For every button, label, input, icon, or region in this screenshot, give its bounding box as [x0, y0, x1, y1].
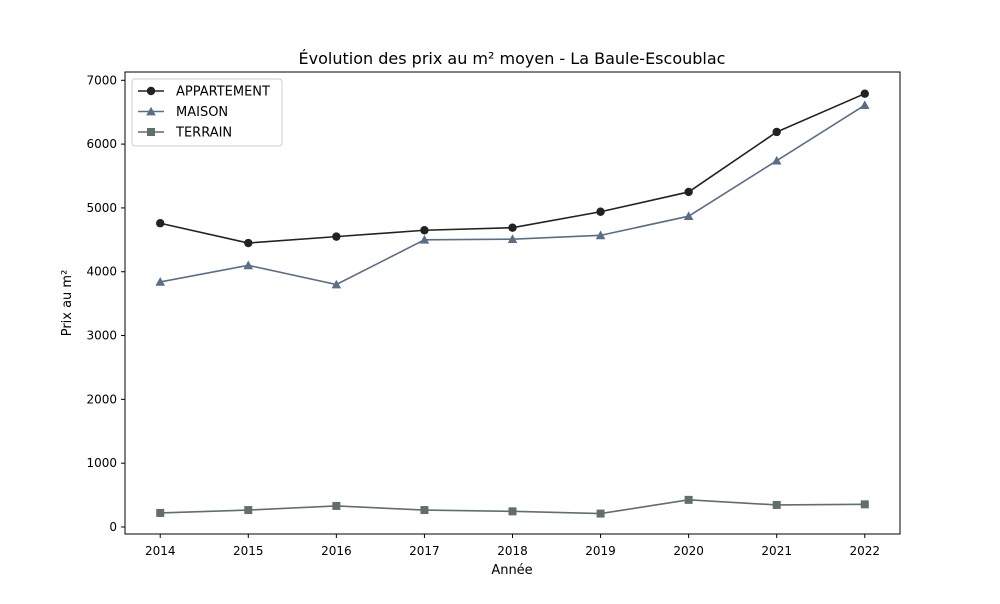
data-point-maison — [683, 211, 694, 221]
data-point-terrain — [420, 506, 429, 515]
data-point-maison — [331, 279, 342, 289]
data-point-appartement — [244, 238, 253, 248]
data-point-appartement — [332, 232, 341, 241]
y-tick-label: 7000 — [86, 73, 117, 87]
data-point-appartement — [684, 187, 693, 197]
x-axis-ticks: 2014 2015 2016 2017 2018 2019 2020 2021 2022 — [145, 534, 880, 558]
x-tick-label: 2014 — [145, 544, 176, 558]
x-tick-label: 2022 — [849, 544, 880, 558]
legend-box — [131, 78, 283, 147]
y-tick-label: 5000 — [86, 201, 117, 215]
data-point-maison — [419, 235, 430, 244]
data-point-maison — [507, 234, 518, 244]
legend-item-appartement: APPARTEMENT — [138, 85, 270, 100]
data-point-terrain — [772, 500, 781, 509]
legend-item-maison: MAISON — [138, 105, 228, 120]
x-axis-label: Année — [491, 563, 532, 578]
y-tick-label: 2000 — [86, 392, 117, 406]
data-point-appartement — [596, 207, 605, 216]
data-point-appartement — [420, 226, 429, 235]
data-point-terrain — [596, 509, 605, 518]
y-tick-label: 0 — [109, 520, 117, 534]
x-tick-label: 2019 — [585, 544, 616, 558]
series-maison — [155, 100, 870, 289]
legend-marker-appartement — [146, 86, 156, 96]
data-point-maison — [595, 230, 606, 240]
y-axis-label: Prix au m² — [60, 270, 75, 337]
legend-marker-maison — [146, 106, 156, 116]
y-tick-label: 4000 — [86, 265, 117, 279]
y-tick-label: 3000 — [86, 329, 117, 343]
legend-label-maison: MAISON — [176, 105, 228, 120]
data-point-maison — [859, 100, 870, 110]
x-tick-label: 2021 — [761, 544, 792, 558]
data-point-terrain — [508, 507, 517, 516]
data-point-terrain — [244, 506, 253, 515]
legend-marker-terrain — [147, 128, 155, 136]
series-layer — [155, 89, 870, 518]
data-point-terrain — [684, 495, 693, 504]
chart-title: Évolution des prix au m² moyen - La Baul… — [299, 49, 726, 68]
y-axis-ticks: 0 1000 2000 3000 4000 5000 6000 7000 — [86, 73, 125, 534]
data-point-maison — [771, 155, 782, 165]
data-point-terrain — [860, 500, 869, 509]
data-point-appartement — [860, 89, 869, 98]
data-point-maison — [243, 260, 254, 270]
legend: APPARTEMENT MAISON TERRAIN — [131, 78, 283, 147]
legend-label-appartement: APPARTEMENT — [176, 85, 270, 100]
plot-area-frame — [124, 71, 901, 535]
x-tick-label: 2015 — [233, 544, 264, 558]
x-tick-label: 2018 — [497, 544, 528, 558]
x-tick-label: 2020 — [673, 544, 704, 558]
legend-label-terrain: TERRAIN — [175, 126, 232, 141]
y-tick-label: 1000 — [86, 456, 117, 470]
series-terrain — [156, 495, 869, 518]
x-tick-label: 2017 — [409, 544, 440, 558]
data-point-terrain — [156, 508, 165, 517]
data-point-appartement — [772, 127, 781, 137]
data-point-terrain — [332, 501, 341, 510]
data-point-appartement — [156, 219, 165, 228]
x-tick-label: 2016 — [321, 544, 352, 558]
y-tick-label: 6000 — [86, 137, 117, 151]
data-point-maison — [155, 277, 166, 286]
legend-item-terrain: TERRAIN — [138, 126, 232, 141]
series-appartement — [156, 89, 869, 248]
data-point-appartement — [508, 223, 517, 232]
